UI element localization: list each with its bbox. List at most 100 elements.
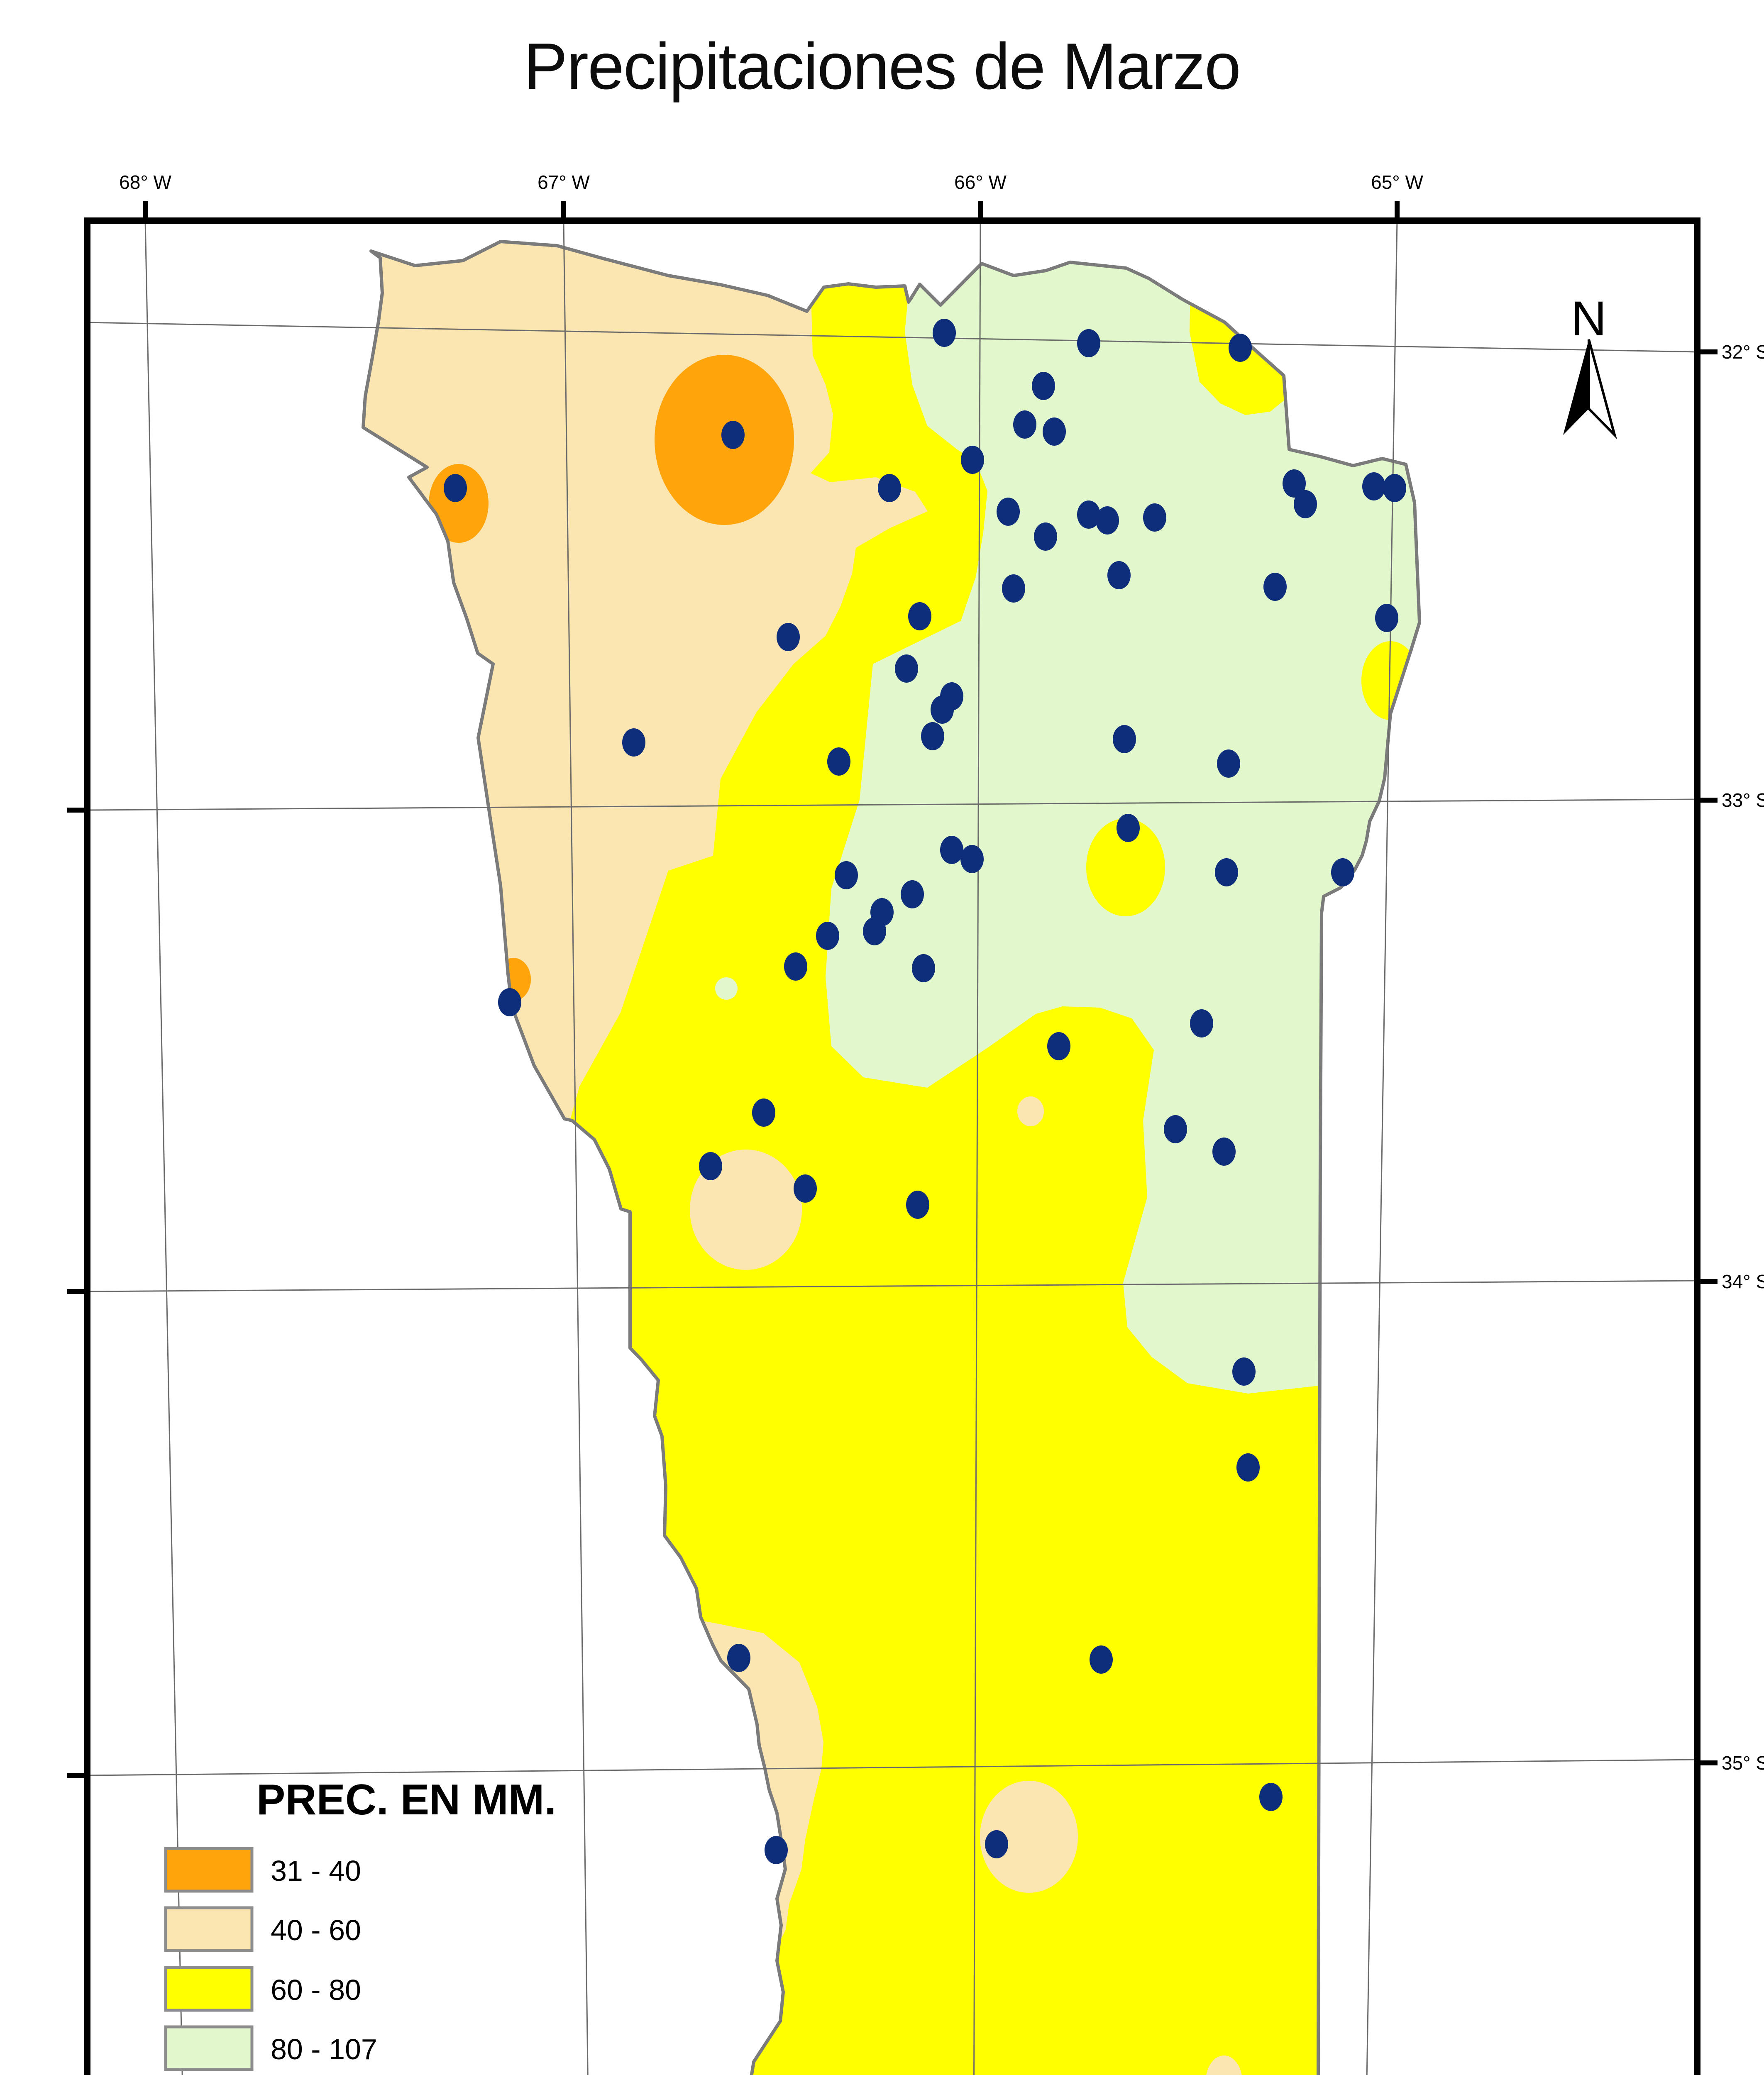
- station-dot: [895, 654, 918, 683]
- station-dot: [1331, 858, 1354, 886]
- zone-80-107-northeast: [826, 253, 1420, 1394]
- lon-label-66w: 66° W: [954, 171, 1007, 193]
- zone-80-107-spot-small: [715, 977, 738, 1000]
- station-dot: [1113, 725, 1136, 753]
- station-dot: [901, 880, 924, 908]
- page-title: Precipitaciones de Marzo: [524, 30, 1241, 103]
- station-dot: [699, 1152, 722, 1180]
- lat-label-34s: 34° S: [1722, 1271, 1764, 1292]
- station-dot: [1232, 1357, 1256, 1386]
- station-dot: [1043, 417, 1066, 446]
- station-dot: [784, 952, 807, 981]
- zone-31-40-west-spot: [429, 464, 489, 543]
- gridline-68w: [144, 221, 183, 2075]
- station-dot: [878, 474, 901, 502]
- station-dot: [940, 836, 963, 864]
- legend-swatch-cream: [164, 1906, 254, 1952]
- station-dot: [752, 1099, 775, 1127]
- station-dot: [1215, 858, 1238, 886]
- station-dot: [1090, 1645, 1113, 1674]
- station-dot: [921, 722, 944, 750]
- lon-label-68w: 68° W: [119, 171, 171, 193]
- station-dot: [1283, 469, 1306, 498]
- lat-label-33s: 33° S: [1722, 789, 1764, 811]
- station-dot: [765, 1836, 788, 1864]
- north-arrow-label: N: [1571, 291, 1607, 346]
- station-dot: [622, 728, 645, 757]
- gridline-67w: [563, 221, 589, 2075]
- station-dot: [960, 845, 984, 873]
- lat-label-32s: 32° S: [1722, 341, 1764, 363]
- station-dot: [1362, 472, 1385, 500]
- gridline-33s: [87, 798, 1697, 811]
- station-dot: [1047, 1032, 1070, 1060]
- station-dot: [1143, 503, 1166, 532]
- station-dot: [1107, 561, 1131, 589]
- station-dot: [816, 922, 839, 950]
- station-dot: [1077, 329, 1100, 357]
- legend-label-31-40: 31 - 40: [271, 1855, 361, 1887]
- graticule: [87, 221, 1697, 2075]
- lon-label-65w: 65° W: [1371, 171, 1423, 193]
- station-dot: [1190, 1009, 1213, 1038]
- zone-40-60-spot-west: [690, 1150, 802, 1270]
- gridline-32s: [87, 322, 1697, 353]
- map-frame: [84, 217, 1700, 2075]
- station-dot: [777, 623, 800, 651]
- legend-label-80-107: 80 - 107: [271, 2033, 377, 2065]
- legend-swatch-green: [164, 2025, 254, 2071]
- station-dot: [1096, 506, 1119, 535]
- map-frame-group: [67, 201, 1718, 2075]
- station-dot: [1212, 1138, 1236, 1166]
- legend-label-40-60: 40 - 60: [271, 1914, 361, 1946]
- station-dot: [908, 602, 931, 630]
- station-dot: [1294, 490, 1317, 518]
- station-dot: [727, 1644, 750, 1672]
- zone-60-80-center-spot: [1086, 818, 1165, 916]
- lon-label-67w: 67° W: [538, 171, 590, 193]
- station-dot: [1259, 1783, 1283, 1811]
- zone-40-60-spot-small: [1017, 1096, 1044, 1126]
- zone-40-60-spot-bottom: [1206, 2055, 1242, 2075]
- zone-40-60-spot-south: [980, 1781, 1078, 1893]
- station-dot: [1236, 1453, 1260, 1482]
- station-dot: [1077, 500, 1100, 529]
- lat-label-35s: 35° S: [1722, 1752, 1764, 1774]
- station-dot: [1032, 372, 1055, 400]
- station-dot: [961, 446, 984, 474]
- legend-label-60-80: 60 - 80: [271, 1974, 361, 2006]
- station-dot: [933, 319, 956, 347]
- station-dot: [906, 1191, 929, 1219]
- station-dot: [985, 1830, 1008, 1858]
- gridline-66w: [973, 221, 981, 2075]
- station-dot: [794, 1174, 817, 1203]
- station-dot: [997, 498, 1020, 526]
- station-dot: [863, 917, 886, 945]
- gridline-65w: [1366, 221, 1398, 2075]
- north-arrow-icon: [1563, 339, 1617, 439]
- legend-swatch-yellow: [164, 1966, 254, 2012]
- station-dot: [835, 861, 858, 889]
- legend-swatch-orange: [164, 1847, 254, 1893]
- gridline-34s: [87, 1280, 1697, 1292]
- station-dot: [721, 421, 745, 449]
- station-dot: [1164, 1115, 1187, 1143]
- station-dot: [1217, 749, 1240, 778]
- station-dot: [1375, 604, 1398, 632]
- station-dot: [444, 474, 467, 502]
- station-dot: [1229, 334, 1252, 362]
- station-dot: [931, 696, 954, 724]
- station-dot: [1034, 522, 1057, 551]
- station-dot: [498, 988, 521, 1016]
- station-dot: [827, 747, 850, 776]
- station-dot: [912, 954, 935, 982]
- station-dot: [1117, 814, 1140, 842]
- gridline-35s: [87, 1759, 1697, 1776]
- station-dot: [1263, 573, 1287, 601]
- stations-layer: [444, 319, 1406, 1864]
- station-dot: [1013, 410, 1036, 439]
- station-dot: [1383, 474, 1406, 502]
- frame-ticks: [67, 201, 1718, 1778]
